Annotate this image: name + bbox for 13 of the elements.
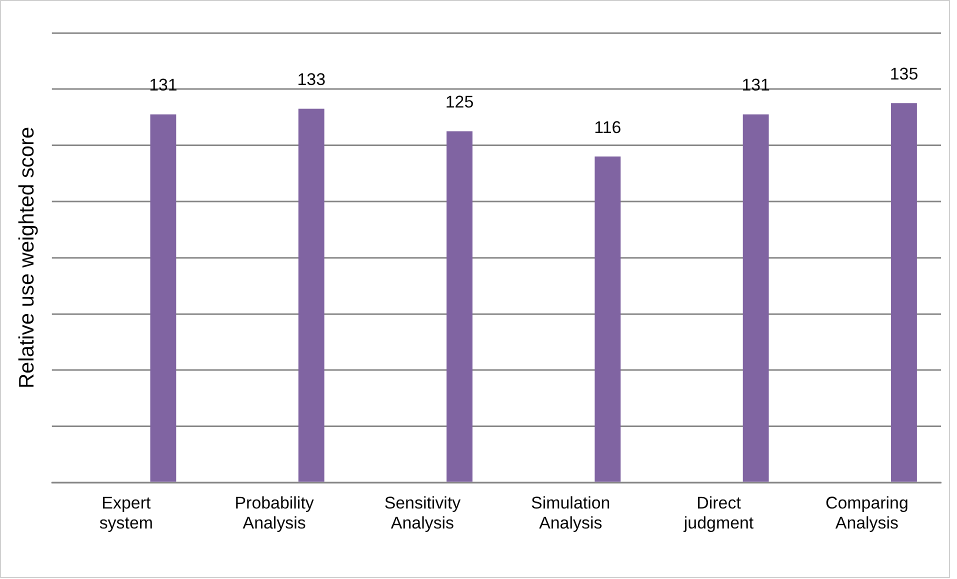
- data-label: 125: [445, 92, 474, 112]
- x-tick-label: Direct judgment: [682, 493, 754, 533]
- x-tick-label: Sensitivity Analysis: [384, 493, 462, 533]
- data-label: 131: [742, 76, 770, 95]
- x-tick-label: Comparing Analysis: [825, 493, 908, 533]
- x-tick-label: Probability Analysis: [234, 493, 314, 533]
- data-label: 133: [297, 70, 326, 90]
- data-label: 131: [149, 76, 178, 95]
- data-label: 135: [890, 64, 918, 84]
- y-axis-title: Relative use weighted score: [15, 126, 38, 389]
- data-label: 116: [594, 118, 622, 137]
- x-tick-label: Simulation Analysis: [531, 493, 610, 533]
- x-tick-label: Expert system: [99, 493, 154, 533]
